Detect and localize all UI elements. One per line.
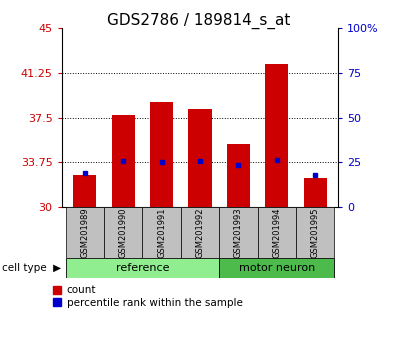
Text: GSM201995: GSM201995	[311, 207, 320, 258]
Text: GDS2786 / 189814_s_at: GDS2786 / 189814_s_at	[107, 12, 291, 29]
Bar	[296, 207, 334, 258]
Text: GSM201994: GSM201994	[272, 207, 281, 258]
Text: cell type  ▶: cell type ▶	[2, 263, 61, 273]
Bar	[219, 207, 258, 258]
Legend: count, percentile rank within the sample: count, percentile rank within the sample	[53, 285, 242, 308]
Bar	[258, 207, 296, 258]
Text: motor neuron: motor neuron	[239, 263, 315, 273]
Text: GSM201992: GSM201992	[195, 207, 205, 258]
Bar	[304, 178, 327, 207]
Bar	[111, 115, 135, 207]
Text: reference: reference	[115, 263, 169, 273]
Bar	[219, 258, 334, 278]
Text: GSM201991: GSM201991	[157, 207, 166, 258]
Bar	[265, 64, 289, 207]
Bar	[227, 144, 250, 207]
Text: GSM201989: GSM201989	[80, 207, 89, 258]
Bar	[150, 102, 173, 207]
Bar	[189, 109, 211, 207]
Text: GSM201990: GSM201990	[119, 207, 128, 258]
Bar	[104, 207, 142, 258]
Bar	[181, 207, 219, 258]
Bar	[66, 207, 104, 258]
Bar	[66, 258, 219, 278]
Bar	[142, 207, 181, 258]
Bar	[73, 175, 96, 207]
Text: GSM201993: GSM201993	[234, 207, 243, 258]
